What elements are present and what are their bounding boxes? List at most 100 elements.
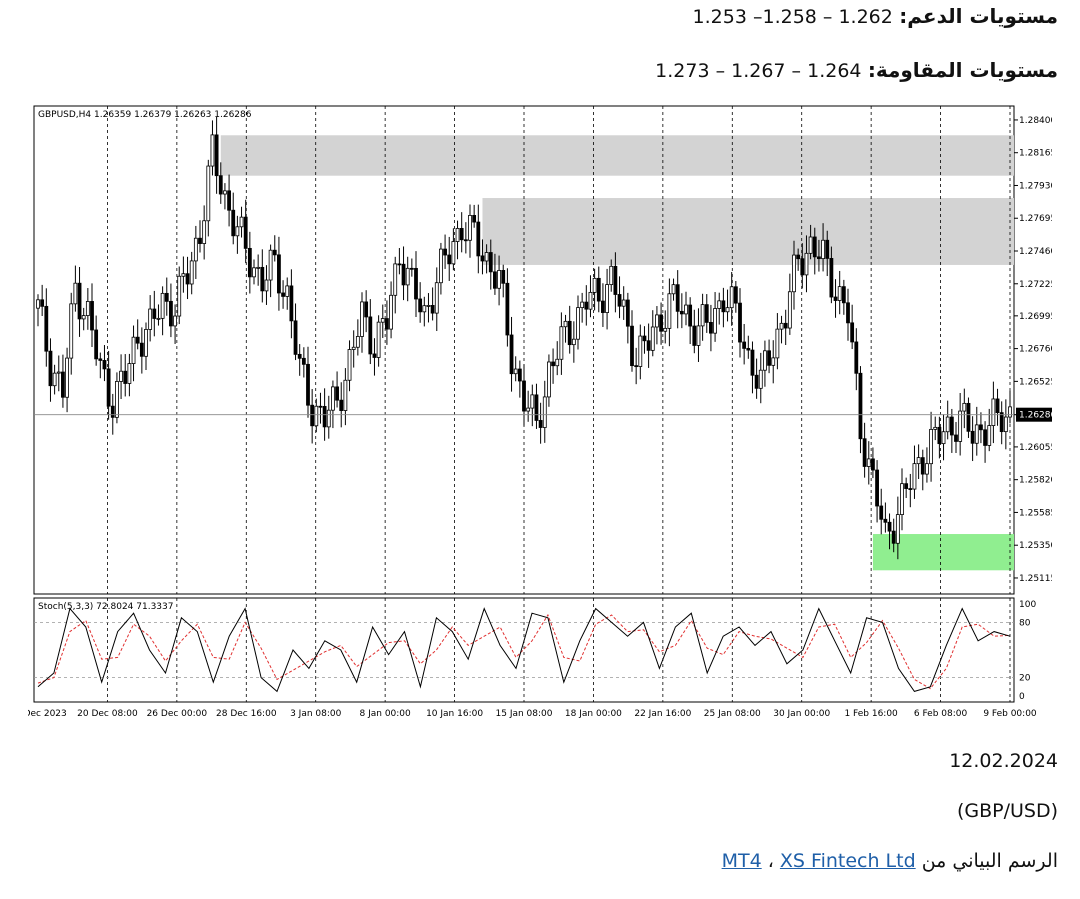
candle-body	[360, 301, 364, 337]
candle-body	[314, 405, 319, 427]
y-tick-label: 1.28165	[1019, 149, 1052, 159]
candle-body	[339, 399, 344, 411]
x-tick-label: 25 Jan 08:00	[704, 709, 761, 719]
candle-body	[630, 325, 634, 367]
candle-body	[447, 254, 452, 265]
candle-body	[85, 301, 90, 316]
candle-body	[555, 358, 560, 367]
candle-body	[900, 483, 904, 515]
candle-body	[941, 431, 946, 445]
candle-body	[679, 310, 684, 315]
candle-body	[887, 521, 892, 532]
candle-body	[779, 322, 784, 330]
chart-source: الرسم البياني من MT4 ، XS Fintech Ltd	[722, 850, 1058, 872]
x-tick-label: 15 Jan 08:00	[496, 709, 553, 719]
candle-body	[351, 346, 356, 350]
stoch-tick-label: 100	[1019, 600, 1036, 610]
candle-body	[301, 357, 306, 365]
candle-body	[310, 404, 315, 427]
candle-body	[115, 381, 119, 418]
candle-body	[642, 335, 647, 342]
candle-body	[559, 326, 564, 360]
y-tick-label: 1.26525	[1019, 377, 1052, 387]
xs-fintech-link[interactable]: XS Fintech Ltd	[779, 850, 916, 872]
y-tick-label: 1.26995	[1019, 312, 1052, 322]
candle-body	[617, 294, 622, 307]
candle-body	[414, 267, 418, 300]
candle-body	[551, 361, 555, 367]
candle-body	[372, 353, 377, 358]
candle-body	[534, 394, 539, 421]
candle-body	[106, 368, 111, 407]
candle-body	[223, 190, 227, 195]
candle-body	[937, 426, 942, 445]
candle-body	[164, 292, 169, 302]
y-tick-label: 1.28400	[1019, 116, 1052, 126]
candle-body	[962, 402, 967, 412]
candle-body	[871, 458, 875, 471]
x-tick-label: 8 Jan 00:00	[360, 709, 412, 719]
price-pane-frame	[33, 105, 1015, 595]
candle-body	[326, 409, 331, 428]
candle-body	[601, 300, 605, 313]
candle-body	[397, 263, 402, 266]
candle-body	[405, 267, 410, 286]
x-tick-label: 30 Jan 00:00	[773, 709, 830, 719]
candle-body	[281, 292, 285, 297]
candle-body	[335, 386, 339, 401]
candle-body	[821, 239, 825, 260]
candle-body	[181, 273, 186, 277]
y-tick-label: 1.25350	[1019, 541, 1052, 551]
candle-body	[90, 301, 94, 331]
candle-body	[44, 305, 49, 352]
resistance-levels-line: مستويات المقاومة: 1.273 – 1.267 – 1.264	[655, 58, 1058, 82]
candle-body	[376, 321, 381, 358]
candle-body	[173, 315, 177, 327]
candle-body	[596, 277, 601, 302]
candle-body	[110, 405, 115, 418]
candle-body	[409, 267, 414, 270]
stoch-tick-label: 80	[1019, 618, 1031, 628]
candle-body	[621, 299, 626, 307]
candle-body	[476, 221, 481, 257]
candle-body	[160, 292, 165, 319]
candle-body	[393, 263, 398, 296]
candle-body	[48, 350, 53, 387]
candle-body	[904, 483, 909, 489]
mt4-link[interactable]: MT4	[721, 850, 762, 872]
x-tick-label: 9 Feb 00:00	[983, 709, 1037, 719]
candle-body	[135, 336, 140, 344]
candle-body	[692, 325, 697, 346]
currency-pair: (GBP/USD)	[956, 800, 1058, 822]
candle-body	[792, 254, 796, 293]
candle-body	[750, 349, 755, 376]
x-tick-label: 6 Feb 08:00	[914, 709, 968, 719]
candle-body	[979, 424, 983, 431]
candle-body	[243, 216, 248, 249]
candle-body	[235, 226, 240, 237]
zone-resistance-0	[220, 135, 1014, 176]
candle-body	[530, 394, 535, 409]
candle-body	[77, 282, 82, 320]
candle-body	[733, 286, 738, 304]
candle-body	[513, 368, 518, 375]
candle-body	[65, 357, 69, 398]
candle-body	[231, 209, 236, 237]
candle-body	[260, 266, 265, 292]
candle-body	[688, 304, 693, 327]
candle-body	[895, 514, 900, 544]
stoch-pane-frame	[33, 597, 1015, 703]
candle-body	[945, 416, 950, 433]
candle-body	[505, 282, 510, 336]
candle-body	[634, 365, 639, 368]
candle-body	[501, 270, 506, 284]
candle-body	[139, 342, 144, 357]
x-tick-label: 20 Dec 08:00	[77, 709, 138, 719]
candle-body	[385, 318, 389, 330]
candle-body	[746, 347, 751, 351]
candle-body	[389, 294, 393, 330]
candle-body	[916, 457, 921, 465]
candle-body	[210, 134, 215, 167]
candle-body	[156, 317, 161, 320]
candle-body	[875, 469, 879, 507]
